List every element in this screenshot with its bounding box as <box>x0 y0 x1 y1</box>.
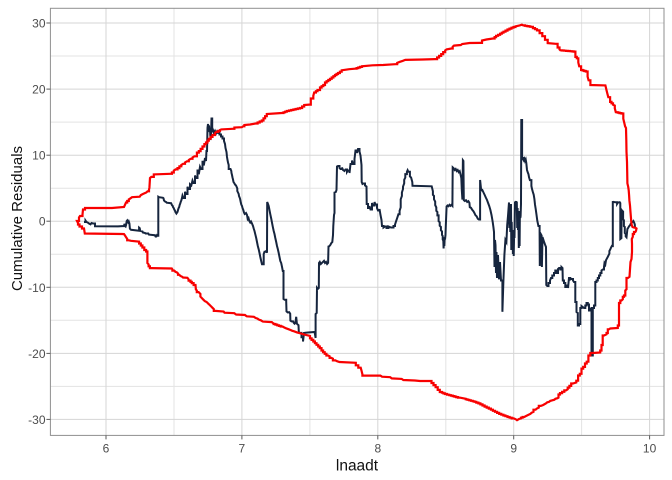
svg-text:6: 6 <box>103 442 110 456</box>
svg-text:-30: -30 <box>28 413 46 427</box>
svg-text:10: 10 <box>643 442 657 456</box>
svg-text:7: 7 <box>239 442 246 456</box>
svg-text:9: 9 <box>510 442 517 456</box>
svg-text:8: 8 <box>374 442 381 456</box>
svg-text:-10: -10 <box>28 281 46 295</box>
svg-text:Cumulative Residuals: Cumulative Residuals <box>9 146 26 291</box>
svg-text:30: 30 <box>32 17 46 31</box>
svg-text:-20: -20 <box>28 347 46 361</box>
svg-text:10: 10 <box>32 149 46 163</box>
svg-text:lnaadt: lnaadt <box>336 458 379 475</box>
svg-text:20: 20 <box>32 83 46 97</box>
svg-text:0: 0 <box>39 215 46 229</box>
